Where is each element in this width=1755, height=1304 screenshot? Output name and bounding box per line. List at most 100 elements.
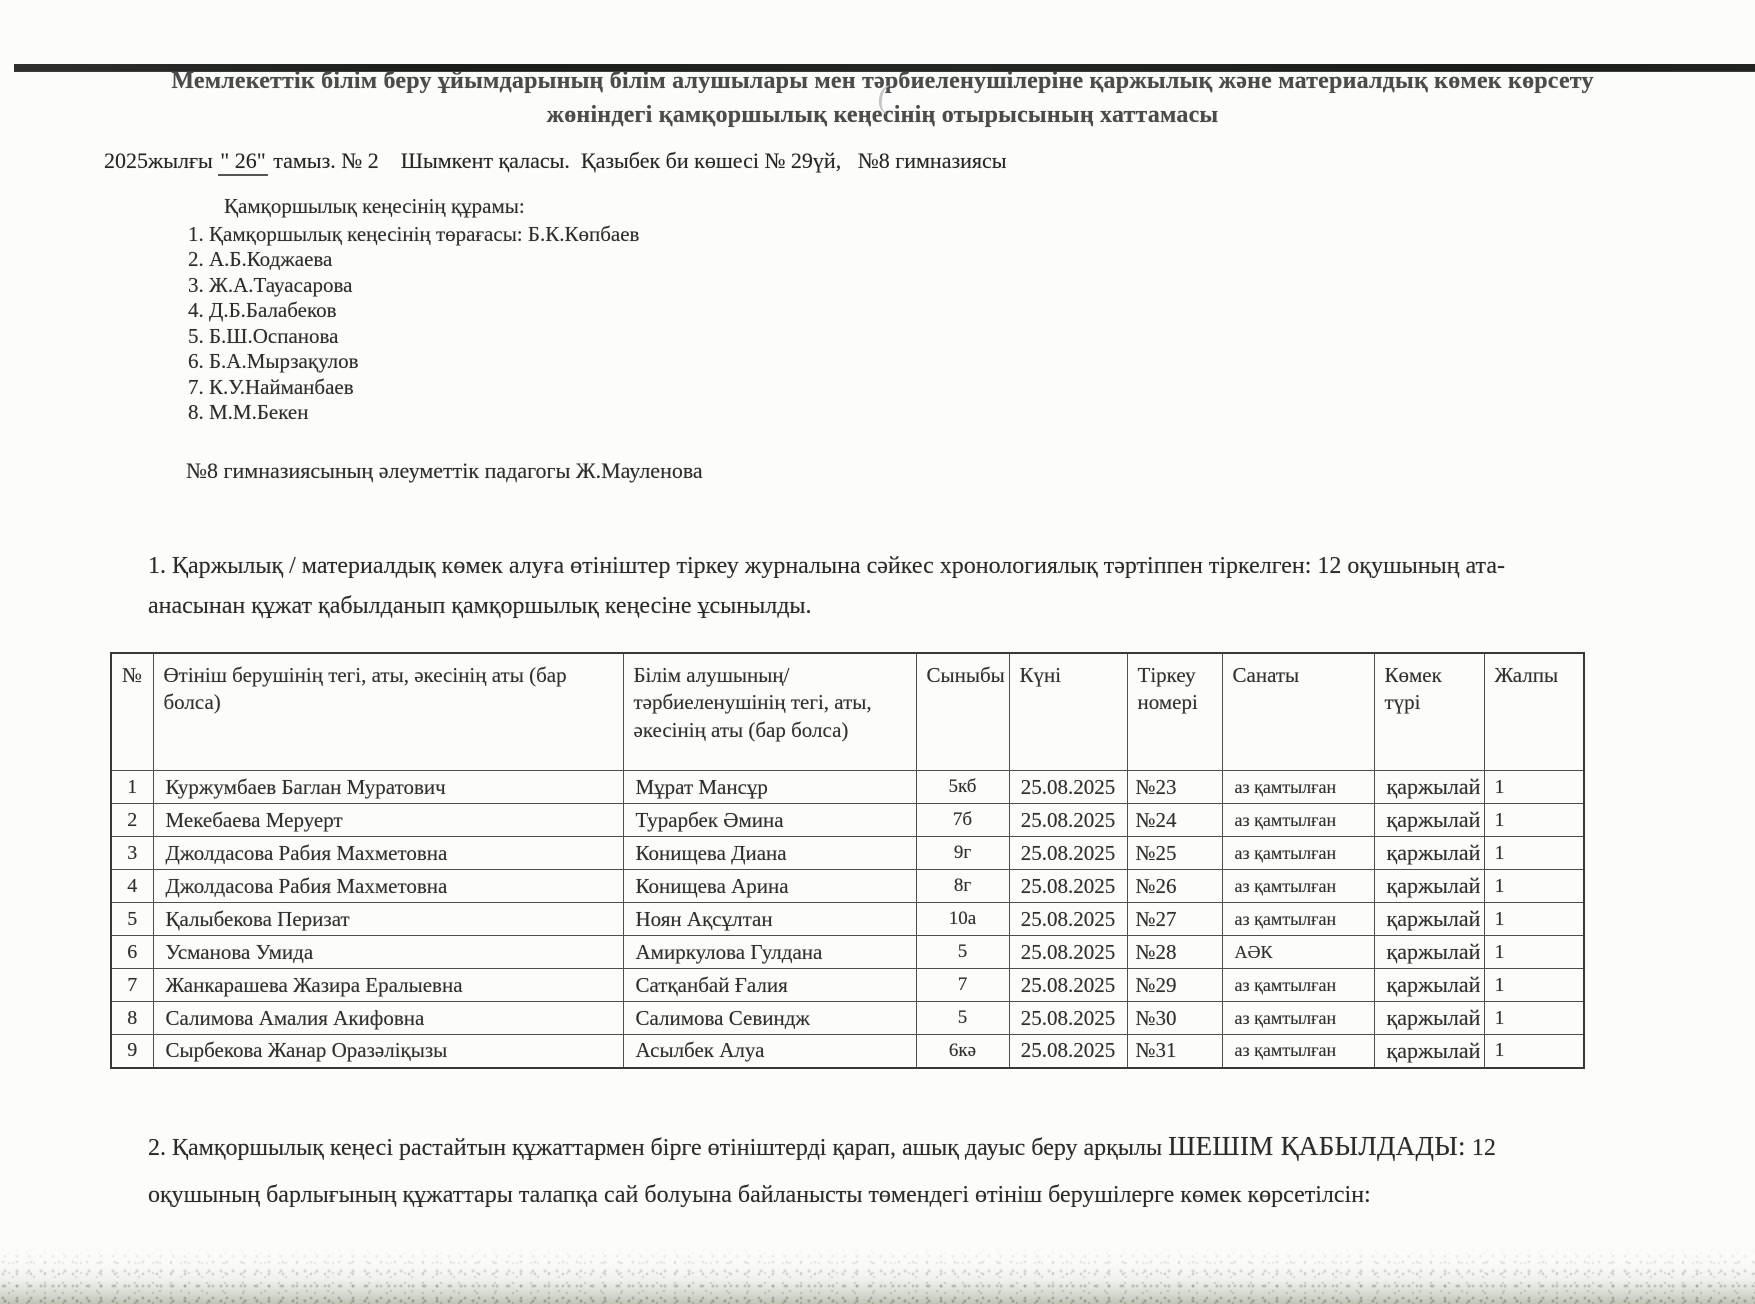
table-cell: №30 bbox=[1126, 1001, 1223, 1035]
social-pedagog-line: №8 гимназиясының әлеуметтік падагогы Ж.М… bbox=[186, 457, 703, 483]
date-location-line: 2025жылғы " 26" тамыз. № 2 Шымкент қалас… bbox=[104, 148, 1755, 176]
table-cell: қаржылай bbox=[1373, 968, 1485, 1002]
table-cell: Сырбекова Жанар Оразәліқызы bbox=[152, 1034, 624, 1068]
table-cell: 8 bbox=[110, 1001, 154, 1035]
table-cell: аз қамтылған bbox=[1221, 770, 1375, 804]
table-header-row: № Өтініш берушінің тегі, аты, әкесінің а… bbox=[110, 652, 1585, 771]
council-member: 8. М.М.Бекен bbox=[188, 400, 309, 424]
paragraph-line: оқушының барлығының құжаттары талапқа са… bbox=[148, 1181, 1371, 1208]
table-cell: 1 bbox=[1483, 968, 1585, 1002]
table-cell: 4 bbox=[110, 869, 154, 903]
table-cell: Джолдасова Рабия Махметовна bbox=[152, 836, 624, 870]
council-heading: Қамқоршылық кеңесінің құрамы: bbox=[224, 194, 525, 218]
table-cell: 1 bbox=[1483, 770, 1585, 804]
table-header-cell: Өтініш берушінің тегі, аты, әкесінің аты… bbox=[152, 652, 624, 771]
date-rest: тамыз. № 2 Шымкент қаласы. Қазыбек би кө… bbox=[267, 148, 1007, 173]
table-cell: Жанкарашева Жазира Ералыевна bbox=[152, 968, 624, 1002]
table-cell: 6кә bbox=[915, 1034, 1010, 1068]
table-cell: 1 bbox=[1483, 935, 1585, 969]
decision-emphasis: ШЕШІМ ҚАБЫЛДАДЫ: bbox=[1168, 1130, 1466, 1161]
date-day: " 26" bbox=[218, 148, 268, 176]
table-row: 1 Куржумбаев Баглан Муратович Мұрат Мансұр… bbox=[110, 770, 1585, 804]
council-member: 2. А.Б.Коджаева bbox=[188, 247, 333, 271]
table-cell: қаржылай bbox=[1373, 836, 1485, 870]
table-cell: қаржылай bbox=[1373, 902, 1485, 936]
table-header-cell: № bbox=[110, 652, 154, 771]
table-cell: 6 bbox=[110, 935, 154, 969]
table-row: 5 Қалыбекова Перизат Ноян Ақсұлтан 10а 25.08… bbox=[110, 902, 1585, 936]
council-member: 7. К.У.Найманбаев bbox=[188, 374, 354, 399]
table-cell: аз қамтылған bbox=[1221, 1001, 1375, 1035]
scan-noise-band bbox=[0, 1246, 1755, 1304]
paragraph-line: анасынан құжат қабылданып қамқоршылық ке… bbox=[148, 592, 812, 619]
table-row: 7 Жанкарашева Жазира Ералыевна Сатқанбай Ғ… bbox=[110, 968, 1585, 1002]
table-cell: 25.08.2025 bbox=[1008, 1034, 1128, 1068]
table-cell: қаржылай bbox=[1373, 770, 1485, 804]
table-cell: қаржылай bbox=[1373, 1034, 1485, 1068]
table-cell: Салимова Амалия Акифовна bbox=[152, 1001, 624, 1035]
table-cell: 25.08.2025 bbox=[1008, 1001, 1128, 1035]
table-cell: аз қамтылған bbox=[1221, 836, 1375, 870]
table-cell: Мекебаева Меруерт bbox=[152, 803, 624, 837]
decision-text-before: 2. Қамқоршылық кеңесі растайтын құжаттар… bbox=[148, 1134, 1169, 1161]
council-member: 1. Қамқоршылық кеңесінің төрағасы: Б.К.К… bbox=[188, 221, 640, 246]
decision-text-after: 12 bbox=[1465, 1134, 1496, 1161]
table-cell: 5 bbox=[915, 1001, 1010, 1035]
table-cell: 25.08.2025 bbox=[1008, 836, 1128, 870]
table-cell: Амиркулова Гулдана bbox=[622, 935, 917, 969]
table-row: 8 Салимова Амалия Акифовна Салимова Севинд… bbox=[110, 1001, 1585, 1035]
table-cell: қаржылай bbox=[1373, 803, 1485, 837]
table-cell: 9 bbox=[110, 1034, 154, 1068]
scanned-document-page: { "document": { "title": { "line1": "Мем… bbox=[0, 64, 1755, 1304]
council-section: Қамқоршылық кеңесінің құрамы: 1. Қамқорш… bbox=[188, 194, 1755, 426]
council-member: 4. Д.Б.Балабеков bbox=[188, 298, 337, 322]
table-cell: №24 bbox=[1126, 803, 1223, 837]
table-cell: 25.08.2025 bbox=[1008, 770, 1128, 804]
table-cell: №27 bbox=[1126, 902, 1223, 936]
table-cell: АӘК bbox=[1221, 935, 1375, 969]
table-cell: 1 bbox=[1483, 836, 1585, 870]
applications-table: № Өтініш берушінің тегі, аты, әкесінің а… bbox=[110, 651, 1585, 1069]
table-cell: 25.08.2025 bbox=[1008, 902, 1128, 936]
table-cell: қаржылай bbox=[1373, 869, 1485, 903]
council-member: 5. Б.Ш.Оспанова bbox=[188, 323, 339, 348]
table-cell: 5кб bbox=[915, 770, 1010, 804]
table-row: 2 Мекебаева Меруерт Турарбек Әмина 7б 25.08.… bbox=[110, 803, 1585, 837]
table-cell: Салимова Севиндж bbox=[622, 1001, 917, 1035]
paragraph-decision: 2. Қамқоршылық кеңесі растайтын құжаттар… bbox=[148, 1123, 1635, 1219]
table-cell: 8г bbox=[915, 869, 1010, 903]
table-cell: аз қамтылған bbox=[1221, 902, 1375, 936]
table-cell: Усманова Умида bbox=[152, 935, 624, 969]
table-header-cell: Білім алушының/тәрбиеленушінің тегі, аты… bbox=[622, 652, 917, 771]
table-cell: №25 bbox=[1126, 836, 1223, 870]
applications-table-header: № Өтініш берушінің тегі, аты, әкесінің а… bbox=[110, 652, 1585, 771]
table-cell: Ноян Ақсұлтан bbox=[622, 902, 917, 936]
table-cell: 7б bbox=[915, 803, 1010, 837]
table-cell: Турарбек Әмина bbox=[622, 803, 917, 837]
scanner-edge-artifact bbox=[14, 64, 1755, 72]
table-cell: 7 bbox=[110, 968, 154, 1002]
table-header-cell: Жалпы bbox=[1483, 652, 1585, 771]
table-cell: 10а bbox=[915, 902, 1010, 936]
table-cell: №23 bbox=[1126, 770, 1223, 804]
document-title: Мемлекеттік білім беру ұйымдарының білім… bbox=[120, 64, 1645, 132]
table-cell: Қалыбекова Перизат bbox=[152, 902, 624, 936]
table-row: 4 Джолдасова Рабия Махметовна Конищева Ари… bbox=[110, 869, 1585, 903]
table-cell: аз қамтылған bbox=[1221, 803, 1375, 837]
table-cell: Сатқанбай Ғалия bbox=[622, 968, 917, 1002]
table-cell: қаржылай bbox=[1373, 935, 1485, 969]
table-cell: 1 bbox=[1483, 1034, 1585, 1068]
council-member: 6. Б.А.Мырзақулов bbox=[188, 349, 359, 373]
table-cell: №26 bbox=[1126, 869, 1223, 903]
table-cell: №28 bbox=[1126, 935, 1223, 969]
table-cell: №31 bbox=[1126, 1034, 1223, 1068]
table-header-cell: Санаты bbox=[1221, 652, 1375, 771]
table-cell: 25.08.2025 bbox=[1008, 968, 1128, 1002]
table-row: 6 Усманова Умида Амиркулова Гулдана 5 25.08.… bbox=[110, 935, 1585, 969]
title-line-1: Мемлекеттік білім беру ұйымдарының білім… bbox=[171, 68, 1594, 94]
table-cell: қаржылай bbox=[1373, 1001, 1485, 1035]
table-row: 9 Сырбекова Жанар Оразәліқызы Асылбек Алуа… bbox=[110, 1034, 1585, 1068]
table-cell: аз қамтылған bbox=[1221, 869, 1375, 903]
table-cell: аз қамтылған bbox=[1221, 1034, 1375, 1068]
council-list: 1. Қамқоршылық кеңесінің төрағасы: Б.К.К… bbox=[188, 222, 1755, 426]
